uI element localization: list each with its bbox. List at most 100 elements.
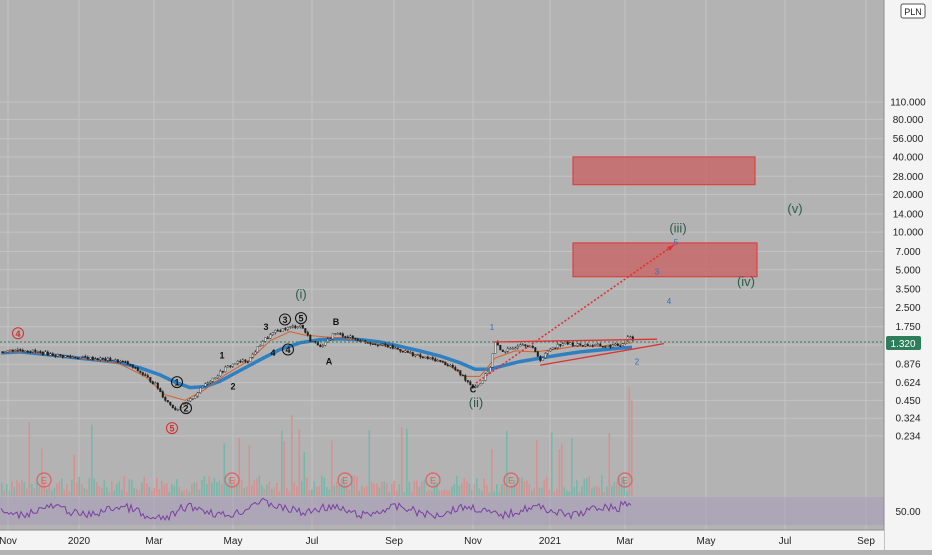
volume-bar (133, 487, 136, 496)
volume-bar (241, 479, 243, 496)
candle-body (4, 352, 7, 354)
candle-body (394, 347, 397, 350)
wave-label-text: B (333, 317, 340, 327)
volume-bar (103, 479, 106, 496)
candle-body (61, 354, 64, 358)
volume-bar (361, 485, 363, 496)
candle-body (189, 398, 192, 402)
candle-body (356, 338, 359, 341)
candle-body (489, 367, 492, 373)
candle-body (259, 345, 262, 347)
earnings-marker[interactable]: E (36, 472, 52, 488)
price-tick-label: 0.450 (895, 396, 920, 407)
time-axis[interactable] (0, 530, 884, 550)
volume-bar (48, 485, 51, 496)
volume-bar (313, 481, 316, 496)
volume-bar (258, 475, 261, 496)
currency-badge[interactable]: PLN (900, 3, 926, 19)
candle-body (129, 364, 132, 366)
volume-bar (168, 491, 171, 496)
volume-bar (8, 490, 11, 496)
volume-bar (616, 481, 618, 496)
target-box (572, 242, 758, 278)
candle-body (64, 355, 67, 358)
candle-body (1, 351, 4, 354)
volume-bar (211, 483, 213, 496)
volume-bar (473, 484, 476, 496)
volume-bar (158, 489, 161, 496)
volume-bar (518, 477, 521, 496)
volume-bar (548, 489, 551, 496)
wave-label: 2 (230, 381, 235, 391)
candle-body (631, 336, 634, 341)
candle-body (416, 354, 419, 356)
earnings-marker[interactable]: E (617, 472, 633, 488)
candle-body (144, 374, 147, 376)
candle-body (39, 351, 42, 353)
volume-bar (588, 475, 591, 496)
volume-bar (121, 489, 123, 496)
earnings-marker[interactable]: E (337, 472, 353, 488)
candle-body (241, 359, 244, 362)
volume-bar (453, 483, 456, 496)
volume-bar (498, 491, 501, 496)
candle-body (159, 388, 162, 392)
candle-body (271, 332, 274, 335)
candle-body (111, 360, 114, 362)
volume-bar (403, 491, 406, 496)
volume-bar (203, 475, 206, 496)
time-tick-label: Jul (779, 536, 792, 547)
volume-bar (461, 483, 463, 496)
volume-bar (381, 481, 383, 496)
time-tick-label: May (697, 536, 716, 547)
wave-label: (iii) (669, 221, 686, 236)
moving-average-thick (0, 337, 633, 390)
time-tick-label: Nov (0, 536, 17, 547)
earnings-marker[interactable]: E (503, 472, 519, 488)
wave-label-text: 5 (298, 314, 303, 324)
candle-body (146, 375, 149, 378)
volume-bar (543, 480, 546, 496)
volume-bar (438, 490, 441, 496)
price-axis[interactable] (884, 0, 932, 550)
candle-body (216, 375, 219, 379)
earnings-marker[interactable]: E (224, 472, 240, 488)
candle-body (424, 356, 427, 359)
candle-body (431, 357, 434, 360)
candle-body (16, 349, 19, 351)
candle-body (601, 346, 604, 348)
volume-bar (106, 487, 108, 496)
volume-bar (261, 484, 263, 496)
candle-body (406, 350, 409, 353)
time-tick-label: Nov (464, 536, 482, 547)
candle-body (621, 343, 624, 346)
wave-label-text: 4 (270, 348, 275, 358)
wave-label-text: 2 (635, 358, 640, 367)
wave-label: 4 (282, 343, 294, 356)
volume-bar (433, 483, 436, 496)
volume-bar (541, 487, 543, 496)
price-tick-label: 1.750 (895, 322, 920, 333)
volume-bar (193, 482, 196, 496)
volume-bar (578, 491, 581, 496)
wave-label-text: 4 (667, 297, 672, 306)
candle-body (386, 345, 389, 348)
volume-bar (326, 487, 328, 496)
volume-bar (23, 481, 26, 496)
volume-bar (368, 430, 371, 496)
candle-body (606, 344, 609, 347)
volume-bar (151, 490, 153, 496)
volume-bar (408, 481, 411, 496)
volume-bar (268, 481, 271, 496)
volume-bar (416, 480, 418, 496)
price-tick-label: 110.000 (890, 98, 926, 109)
candle-body (531, 345, 534, 348)
volume-bar (111, 481, 113, 496)
candle-body (49, 353, 52, 356)
earnings-marker[interactable]: E (425, 472, 441, 488)
candle-body (381, 343, 384, 346)
candle-body (151, 381, 154, 385)
wave-label-text: 4 (15, 329, 20, 339)
